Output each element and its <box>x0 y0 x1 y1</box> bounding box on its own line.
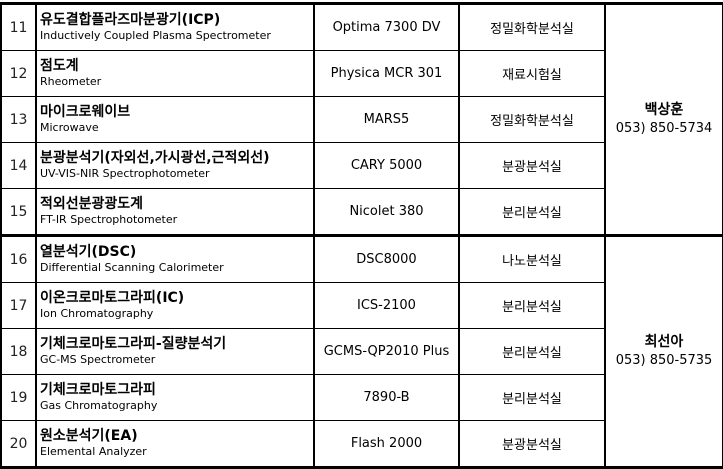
contact-cell: 백상훈 053) 850-5734 <box>604 2 723 237</box>
lab-cell: 나노분석실 <box>458 234 606 283</box>
table-row: 18 기체크로마토그라피-질량분석기 GC-MS Spectrometer GC… <box>0 328 723 375</box>
model-cell: 7890-B <box>313 374 460 421</box>
equipment-name-cell: 적외선분광광도계 FT-IR Spectrophotometer <box>35 188 315 237</box>
equipment-name-korean: 열분석기(DSC) <box>40 244 137 260</box>
lab-cell: 정밀화학분석실 <box>458 2 606 51</box>
row-number: 19 <box>0 374 37 421</box>
contact-phone: 053) 850-5734 <box>615 121 713 136</box>
model-cell: Physica MCR 301 <box>313 50 460 97</box>
lab-cell: 분리분석실 <box>458 188 606 237</box>
table-row: 16 열분석기(DSC) Differential Scanning Calor… <box>0 234 723 469</box>
equipment-name-cell: 점도계 Rheometer <box>35 50 315 97</box>
model-cell: Optima 7300 DV <box>313 2 460 51</box>
lab-cell: 재료시험실 <box>458 50 606 97</box>
equipment-name-english: Gas Chromatography <box>40 399 158 412</box>
model-cell: Flash 2000 <box>313 420 460 469</box>
row-number: 16 <box>0 234 37 283</box>
equipment-name-cell: 마이크로웨이브 Microwave <box>35 96 315 143</box>
equipment-name-cell: 유도결합플라즈마분광기(ICP) Inductively Coupled Pla… <box>35 2 315 51</box>
lab-cell: 정밀화학분석실 <box>458 96 606 143</box>
lab-cell: 분광분석실 <box>458 420 606 469</box>
row-number: 18 <box>0 328 37 375</box>
table-row: 19 기체크로마토그라피 Gas Chromatography 7890-B 분… <box>0 374 723 421</box>
equipment-name-korean: 분광분석기(자외선,가시광선,근적외선) <box>40 150 270 166</box>
contact-phone: 053) 850-5735 <box>615 353 713 368</box>
equipment-name-korean: 기체크로마토그라피 <box>40 382 156 398</box>
model-cell: GCMS-QP2010 Plus <box>313 328 460 375</box>
equipment-name-cell: 기체크로마토그라피-질량분석기 GC-MS Spectrometer <box>35 328 315 375</box>
lab-cell: 분광분석실 <box>458 142 606 189</box>
row-number: 17 <box>0 282 37 329</box>
equipment-name-english: UV-VIS-NIR Spectrophotometer <box>40 167 210 180</box>
row-number: 12 <box>0 50 37 97</box>
model-cell: DSC8000 <box>313 234 460 283</box>
model-cell: MARS5 <box>313 96 460 143</box>
equipment-name-cell: 원소분석기(EA) Elemental Analyzer <box>35 420 315 469</box>
row-number: 14 <box>0 142 37 189</box>
table-row: 15 적외선분광광도계 FT-IR Spectrophotometer Nico… <box>0 188 723 237</box>
equipment-name-english: FT-IR Spectrophotometer <box>40 213 178 226</box>
equipment-name-korean: 적외선분광광도계 <box>40 196 144 212</box>
row-number: 20 <box>0 420 37 469</box>
table-row: 13 마이크로웨이브 Microwave MARS5 정밀화학분석실 <box>0 96 723 143</box>
row-number: 11 <box>0 2 37 51</box>
lab-cell: 분리분석실 <box>458 328 606 375</box>
row-number: 15 <box>0 188 37 237</box>
equipment-name-cell: 기체크로마토그라피 Gas Chromatography <box>35 374 315 421</box>
equipment-name-english: GC-MS Spectrometer <box>40 353 156 366</box>
equipment-name-cell: 이온크로마토그라피(IC) Ion Chromatography <box>35 282 315 329</box>
equipment-name-korean: 원소분석기(EA) <box>40 428 138 444</box>
model-cell: CARY 5000 <box>313 142 460 189</box>
contact-name: 최선아 <box>644 334 684 350</box>
equipment-name-english: Microwave <box>40 121 99 134</box>
contact-name: 백상훈 <box>644 102 684 118</box>
table-row: 12 점도계 Rheometer Physica MCR 301 재료시험실 <box>0 50 723 97</box>
lab-cell: 분리분석실 <box>458 374 606 421</box>
equipment-name-english: Differential Scanning Calorimeter <box>40 261 224 274</box>
model-cell: ICS-2100 <box>313 282 460 329</box>
equipment-name-english: Ion Chromatography <box>40 307 154 320</box>
equipment-name-cell: 분광분석기(자외선,가시광선,근적외선) UV-VIS-NIR Spectrop… <box>35 142 315 189</box>
model-cell: Nicolet 380 <box>313 188 460 237</box>
equipment-name-korean: 점도계 <box>40 58 79 74</box>
equipment-name-korean: 이온크로마토그라피(IC) <box>40 290 185 306</box>
lab-cell: 분리분석실 <box>458 282 606 329</box>
equipment-name-english: Rheometer <box>40 75 102 88</box>
equipment-name-english: Elemental Analyzer <box>40 445 147 458</box>
contact-cell: 최선아 053) 850-5735 <box>604 234 723 469</box>
equipment-name-korean: 마이크로웨이브 <box>40 104 131 120</box>
table-row: 11 유도결합플라즈마분광기(ICP) Inductively Coupled … <box>0 2 723 237</box>
equipment-name-korean: 기체크로마토그라피-질량분석기 <box>40 336 227 352</box>
equipment-name-english: Inductively Coupled Plasma Spectrometer <box>40 29 271 42</box>
equipment-name-korean: 유도결합플라즈마분광기(ICP) <box>40 12 221 28</box>
table-row: 14 분광분석기(자외선,가시광선,근적외선) UV-VIS-NIR Spect… <box>0 142 723 189</box>
equipment-name-cell: 열분석기(DSC) Differential Scanning Calorime… <box>35 234 315 283</box>
row-number: 13 <box>0 96 37 143</box>
